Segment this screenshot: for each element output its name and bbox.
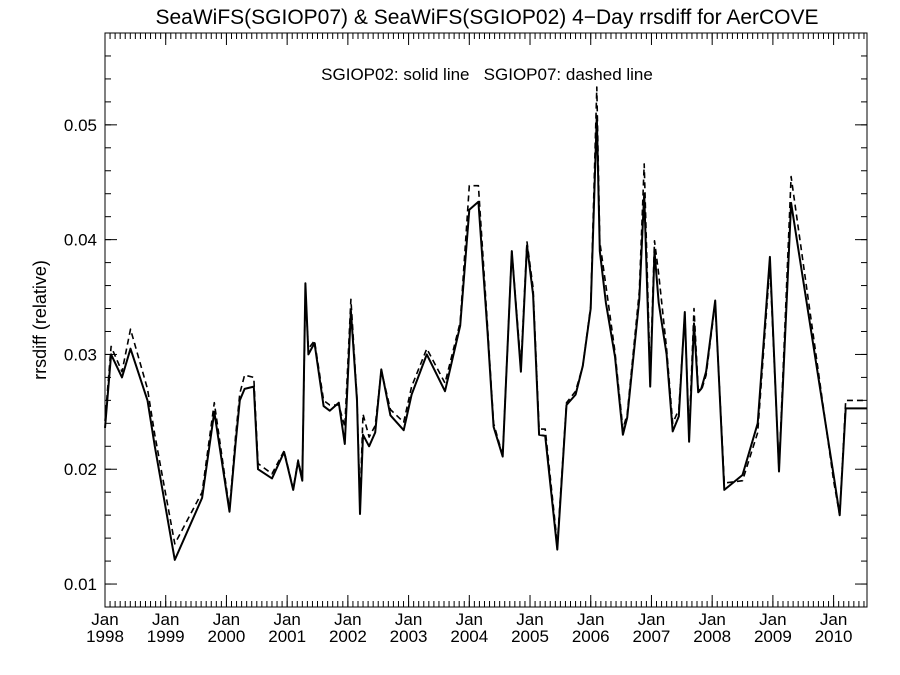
x-tick-year: 2002 bbox=[329, 627, 367, 646]
x-tick-month: Jan bbox=[820, 610, 847, 629]
x-tick-year: 2010 bbox=[815, 627, 853, 646]
series-layer bbox=[104, 86, 867, 561]
x-tick-year: 2001 bbox=[268, 627, 306, 646]
x-tick-month: Jan bbox=[91, 610, 118, 629]
y-tick-label: 0.03 bbox=[64, 345, 97, 364]
x-tick-month: Jan bbox=[516, 610, 543, 629]
x-tick-year: 2003 bbox=[390, 627, 428, 646]
chart-title: SeaWiFS(SGIOP07) & SeaWiFS(SGIOP02) 4−Da… bbox=[155, 6, 818, 29]
x-tick-year: 2008 bbox=[693, 627, 731, 646]
y-tick-label: 0.05 bbox=[64, 116, 97, 135]
x-tick-month: Jan bbox=[395, 610, 422, 629]
x-tick-month: Jan bbox=[213, 610, 240, 629]
x-tick-month: Jan bbox=[577, 610, 604, 629]
x-tick-month: Jan bbox=[759, 610, 786, 629]
x-tick-month: Jan bbox=[698, 610, 725, 629]
y-tick-label: 0.04 bbox=[64, 231, 97, 250]
x-tick-year: 2009 bbox=[754, 627, 792, 646]
series-line-sgiop02 bbox=[104, 114, 867, 561]
y-tick-label: 0.02 bbox=[64, 460, 97, 479]
x-tick-year: 2005 bbox=[511, 627, 549, 646]
y-axis: 0.01 0.02 0.03 0.04 0.05 bbox=[64, 32, 867, 608]
y-axis-label: rrsdiff (relative) bbox=[30, 260, 50, 380]
x-tick-year: 2000 bbox=[208, 627, 246, 646]
x-tick-year: 2007 bbox=[633, 627, 671, 646]
plot-frame bbox=[104, 32, 868, 608]
x-tick-month: Jan bbox=[638, 610, 665, 629]
x-tick-month: Jan bbox=[152, 610, 179, 629]
legend-text: SGIOP02: solid line SGIOP07: dashed line bbox=[321, 65, 653, 84]
x-tick-year: 1998 bbox=[86, 627, 124, 646]
x-tick-month: Jan bbox=[334, 610, 361, 629]
x-tick-month: Jan bbox=[273, 610, 300, 629]
x-axis: Jan1998Jan1999Jan2000Jan2001Jan2002Jan20… bbox=[86, 33, 865, 646]
y-tick-label: 0.01 bbox=[64, 575, 97, 594]
x-tick-month: Jan bbox=[456, 610, 483, 629]
x-tick-year: 1999 bbox=[147, 627, 185, 646]
x-tick-year: 2006 bbox=[572, 627, 610, 646]
x-tick-year: 2004 bbox=[450, 627, 488, 646]
